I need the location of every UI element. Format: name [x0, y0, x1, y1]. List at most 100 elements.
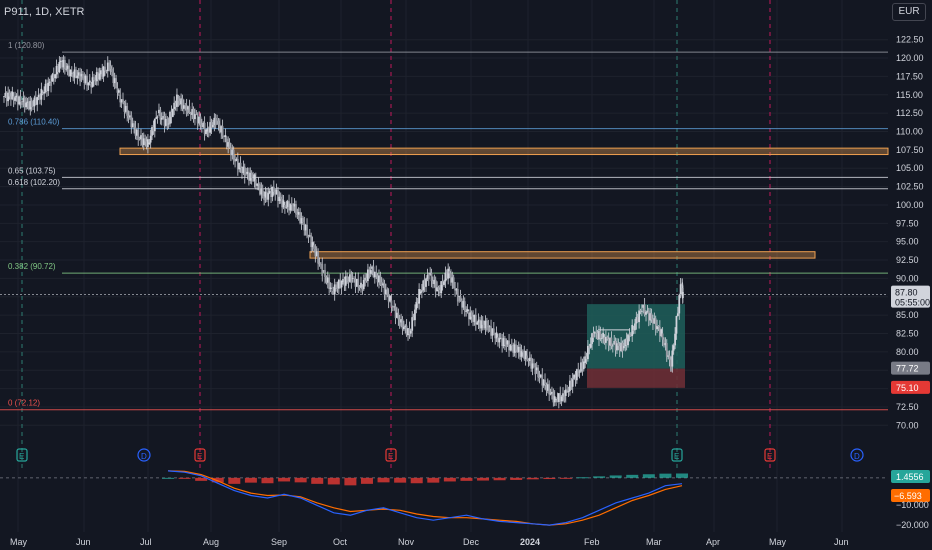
y-tick-label: 82.50 [896, 328, 919, 338]
candle-body [39, 94, 41, 100]
candle-body [246, 171, 249, 174]
candle-body [639, 310, 642, 312]
candle-body [638, 310, 641, 323]
macd-histogram-bar [576, 477, 589, 479]
candle-body [70, 72, 73, 74]
candle-body [618, 345, 621, 352]
candle-body [343, 279, 346, 286]
candle-body [318, 263, 321, 265]
candle-body [281, 198, 284, 208]
candle-body [5, 92, 8, 102]
candle-body [288, 201, 290, 211]
earnings-marker [385, 448, 397, 462]
candle-body [47, 82, 50, 92]
candle-body [22, 97, 25, 103]
fib-level-label: 0.382 (90.72) [8, 262, 56, 271]
fib-level-label: 1 (120.80) [8, 41, 45, 50]
macd-line [167, 470, 683, 526]
candle-body [268, 191, 271, 194]
candle-body [10, 96, 12, 100]
candle-body [221, 126, 224, 137]
candle-body [469, 312, 472, 320]
candle-body [527, 359, 530, 362]
candle-body [609, 337, 611, 346]
candle-body [303, 223, 306, 231]
candle-body [265, 191, 268, 200]
candle-body [75, 69, 77, 79]
candle-body [213, 117, 216, 125]
dividend-marker [850, 448, 864, 462]
candle-body [498, 338, 501, 343]
candle-body [384, 289, 387, 295]
candle-body [495, 332, 498, 339]
candle-body [106, 62, 109, 71]
candle-body [202, 122, 205, 128]
candle-body [199, 116, 202, 125]
candle-body [438, 291, 441, 294]
candle-body [263, 196, 266, 201]
candle-body [104, 66, 106, 71]
candle-body [679, 284, 682, 296]
candle-body [546, 384, 549, 391]
candle-body [141, 135, 144, 145]
candle-body [267, 193, 270, 200]
candle-body [15, 95, 18, 98]
y-tick-label: 102.50 [896, 182, 924, 192]
candle-body [158, 109, 160, 114]
candle-body [347, 281, 350, 283]
candle-body [130, 115, 133, 128]
candle-body [658, 326, 661, 337]
candle-body [68, 65, 70, 76]
event-marker-letter: E [674, 452, 679, 461]
candle-body [192, 109, 195, 120]
candle-body [402, 326, 405, 330]
candle-body [164, 119, 167, 126]
candle-body [652, 318, 654, 324]
candle-body [537, 367, 539, 378]
candle-body [430, 272, 433, 282]
candle-body [548, 384, 551, 395]
candle-body [195, 114, 198, 115]
candle-body [167, 123, 170, 125]
candle-body [310, 235, 313, 248]
candle-body [198, 116, 200, 124]
candle-body [177, 98, 180, 101]
currency-button[interactable]: EUR [892, 3, 926, 21]
candle-body [7, 92, 10, 102]
candle-body [409, 330, 412, 334]
candle-body [351, 278, 354, 279]
candle-body [603, 337, 606, 343]
candle-body [487, 326, 490, 328]
supply-zone [119, 147, 889, 156]
candle-body [181, 98, 184, 109]
candle-body [443, 281, 445, 285]
candle-body [86, 75, 88, 86]
candle-body [376, 275, 379, 283]
candle-body [372, 266, 375, 278]
y-tick-label: 95.00 [896, 237, 919, 247]
candle-body [426, 275, 429, 279]
candle-body [476, 322, 479, 325]
candle-body [29, 101, 32, 110]
candle-body [99, 70, 102, 75]
candle-body [672, 345, 675, 351]
candle-body [65, 68, 68, 70]
macd-histogram-bar [443, 477, 456, 482]
candle-body [28, 101, 30, 110]
candle-body [557, 393, 560, 402]
candle-body [34, 97, 37, 105]
candle-body [264, 191, 267, 198]
candle-body [411, 317, 414, 331]
candle-body [36, 97, 39, 105]
candle-body [156, 116, 159, 118]
y-tick-label: 70.00 [896, 420, 919, 430]
candle-body [155, 117, 158, 119]
candle-body [321, 264, 324, 276]
candle-body [462, 301, 465, 308]
candle-body [552, 391, 555, 403]
candle-body [668, 355, 671, 360]
candle-body [591, 333, 593, 344]
candle-body [43, 91, 46, 94]
candle-body [635, 317, 638, 324]
